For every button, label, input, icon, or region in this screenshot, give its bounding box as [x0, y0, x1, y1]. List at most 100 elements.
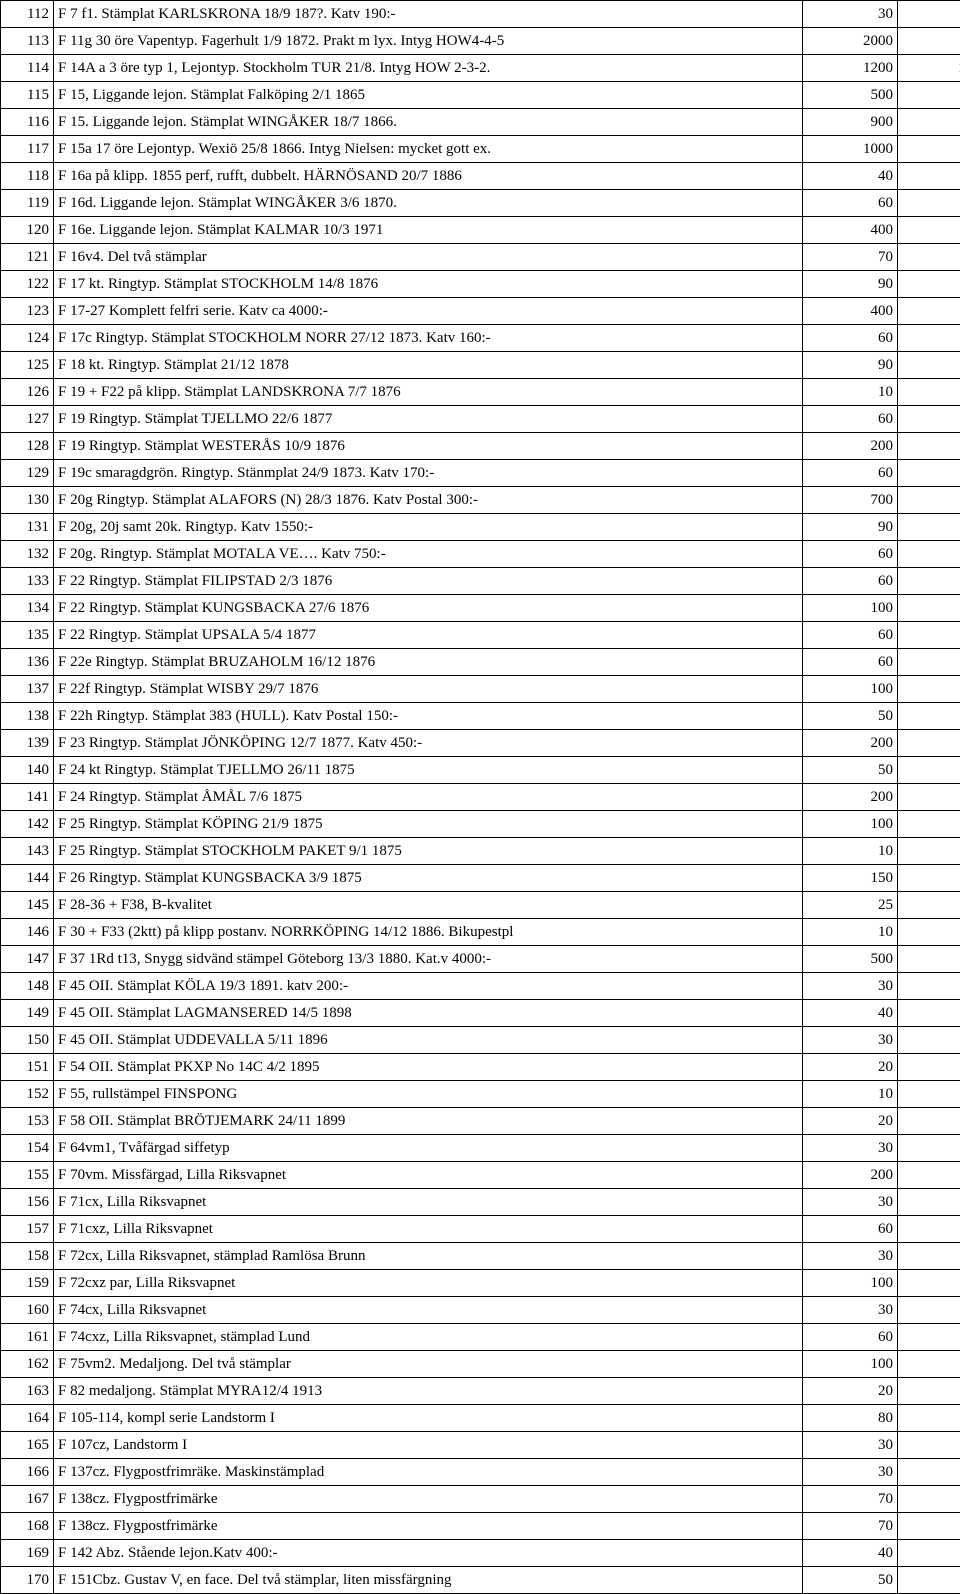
row-number: 165: [1, 1432, 54, 1459]
row-number: 122: [1, 271, 54, 298]
table-row: 125F 18 kt. Ringtyp. Stämplat 21/12 1878…: [1, 352, 960, 379]
row-value-2: [898, 892, 960, 919]
row-value-2: 700: [898, 82, 960, 109]
row-description: F 19 Ringtyp. Stämplat WESTERÅS 10/9 187…: [54, 433, 803, 460]
table-row: 113F 11g 30 öre Vapentyp. Fagerhult 1/9 …: [1, 28, 960, 55]
table-row: 168F 138cz. Flygpostfrimärke70140: [1, 1513, 960, 1540]
row-value-1: 30: [803, 1027, 898, 1054]
row-number: 155: [1, 1162, 54, 1189]
row-number: 130: [1, 487, 54, 514]
table-row: 166F 137cz. Flygpostfrimräke. Maskinstäm…: [1, 1459, 960, 1486]
row-value-1: 100: [803, 1270, 898, 1297]
row-value-1: 60: [803, 1216, 898, 1243]
row-value-2: 100: [898, 1351, 960, 1378]
table-row: 126F 19 + F22 på klipp. Stämplat LANDSKR…: [1, 379, 960, 406]
row-value-2: 95: [898, 1000, 960, 1027]
table-row: 141F 24 Ringtyp. Stämplat ÅMÅL 7/6 18752…: [1, 784, 960, 811]
row-value-1: 100: [803, 1351, 898, 1378]
row-description: F 17-27 Komplett felfri serie. Katv ca 4…: [54, 298, 803, 325]
row-description: F 70vm. Missfärgad, Lilla Riksvapnet: [54, 1162, 803, 1189]
row-value-1: 100: [803, 676, 898, 703]
row-number: 149: [1, 1000, 54, 1027]
row-value-2: 30: [898, 1432, 960, 1459]
row-description: F 37 1Rd t13, Snygg sidvänd stämpel Göte…: [54, 946, 803, 973]
table-row: 151F 54 OII. Stämplat PKXP No 14C 4/2 18…: [1, 1054, 960, 1081]
row-description: F 25 Ringtyp. Stämplat KÖPING 21/9 1875: [54, 811, 803, 838]
row-number: 167: [1, 1486, 54, 1513]
row-description: F 16a på klipp. 1855 perf, rufft, dubbel…: [54, 163, 803, 190]
row-description: F 15, Liggande lejon. Stämplat Falköping…: [54, 82, 803, 109]
table-row: 137F 22f Ringtyp. Stämplat WISBY 29/7 18…: [1, 676, 960, 703]
row-description: F 74cx, Lilla Riksvapnet: [54, 1297, 803, 1324]
table-row: 124F 17c Ringtyp. Stämplat STOCKHOLM NOR…: [1, 325, 960, 352]
row-description: F 107cz, Landstorm I: [54, 1432, 803, 1459]
row-description: F 15a 17 öre Lejontyp. Wexiö 25/8 1866. …: [54, 136, 803, 163]
row-value-1: 30: [803, 973, 898, 1000]
table-row: 158F 72cx, Lilla Riksvapnet, stämplad Ra…: [1, 1243, 960, 1270]
row-value-1: 80: [803, 1405, 898, 1432]
table-row: 132F 20g. Ringtyp. Stämplat MOTALA VE…. …: [1, 541, 960, 568]
row-value-2: [898, 352, 960, 379]
table-row: 167F 138cz. Flygpostfrimärke70100: [1, 1486, 960, 1513]
row-description: F 24 kt Ringtyp. Stämplat TJELLMO 26/11 …: [54, 757, 803, 784]
row-value-1: 30: [803, 1135, 898, 1162]
row-description: F 22 Ringtyp. Stämplat UPSALA 5/4 1877: [54, 622, 803, 649]
table-row: 164F 105-114, kompl serie Landstorm I801…: [1, 1405, 960, 1432]
table-row: 114F 14A a 3 öre typ 1, Lejontyp. Stockh…: [1, 55, 960, 82]
row-value-2: 400: [898, 298, 960, 325]
table-row: 160F 74cx, Lilla Riksvapnet30: [1, 1297, 960, 1324]
row-number: 158: [1, 1243, 54, 1270]
row-value-1: 90: [803, 352, 898, 379]
row-number: 137: [1, 676, 54, 703]
row-description: F 71cxz, Lilla Riksvapnet: [54, 1216, 803, 1243]
row-description: F 22h Ringtyp. Stämplat 383 (HULL). Katv…: [54, 703, 803, 730]
row-value-1: 60: [803, 568, 898, 595]
table-row: 123F 17-27 Komplett felfri serie. Katv c…: [1, 298, 960, 325]
row-value-1: 30: [803, 1432, 898, 1459]
row-number: 117: [1, 136, 54, 163]
table-row: 118F 16a på klipp. 1855 perf, rufft, dub…: [1, 163, 960, 190]
table-row: 121F 16v4. Del två stämplar7070: [1, 244, 960, 271]
row-number: 136: [1, 649, 54, 676]
row-value-1: 10: [803, 919, 898, 946]
row-value-1: 10: [803, 379, 898, 406]
row-value-2: 65: [898, 1378, 960, 1405]
row-number: 120: [1, 217, 54, 244]
row-value-1: 100: [803, 811, 898, 838]
row-value-1: 150: [803, 865, 898, 892]
row-value-1: 50: [803, 757, 898, 784]
row-number: 154: [1, 1135, 54, 1162]
row-value-2: 140: [898, 1405, 960, 1432]
row-value-2: [898, 460, 960, 487]
row-description: F 16v4. Del två stämplar: [54, 244, 803, 271]
row-number: 170: [1, 1567, 54, 1594]
row-value-1: 200: [803, 433, 898, 460]
row-description: F 22f Ringtyp. Stämplat WISBY 29/7 1876: [54, 676, 803, 703]
row-description: F 7 f1. Stämplat KARLSKRONA 18/9 187?. K…: [54, 1, 803, 28]
row-value-1: 60: [803, 460, 898, 487]
table-row: 139F 23 Ringtyp. Stämplat JÖNKÖPING 12/7…: [1, 730, 960, 757]
row-number: 128: [1, 433, 54, 460]
row-number: 115: [1, 82, 54, 109]
row-number: 135: [1, 622, 54, 649]
row-value-1: 60: [803, 622, 898, 649]
row-description: F 75vm2. Medaljong. Del två stämplar: [54, 1351, 803, 1378]
row-value-1: 60: [803, 1324, 898, 1351]
row-number: 143: [1, 838, 54, 865]
table-row: 152F 55, rullstämpel FINSPONG1010: [1, 1081, 960, 1108]
table-row: 135F 22 Ringtyp. Stämplat UPSALA 5/4 187…: [1, 622, 960, 649]
table-row: 147F 37 1Rd t13, Snygg sidvänd stämpel G…: [1, 946, 960, 973]
row-description: F 28-36 + F38, B-kvalitet: [54, 892, 803, 919]
row-value-2: [898, 379, 960, 406]
table-row: 145F 28-36 + F38, B-kvalitet25: [1, 892, 960, 919]
row-number: 132: [1, 541, 54, 568]
row-description: F 137cz. Flygpostfrimräke. Maskinstämpla…: [54, 1459, 803, 1486]
row-value-1: 10: [803, 1081, 898, 1108]
row-value-2: [898, 676, 960, 703]
row-number: 124: [1, 325, 54, 352]
row-number: 138: [1, 703, 54, 730]
row-description: F 45 OII. Stämplat UDDEVALLA 5/11 1896: [54, 1027, 803, 1054]
table-row: 127F 19 Ringtyp. Stämplat TJELLMO 22/6 1…: [1, 406, 960, 433]
table-row: 134F 22 Ringtyp. Stämplat KUNGSBACKA 27/…: [1, 595, 960, 622]
row-value-1: 30: [803, 1459, 898, 1486]
